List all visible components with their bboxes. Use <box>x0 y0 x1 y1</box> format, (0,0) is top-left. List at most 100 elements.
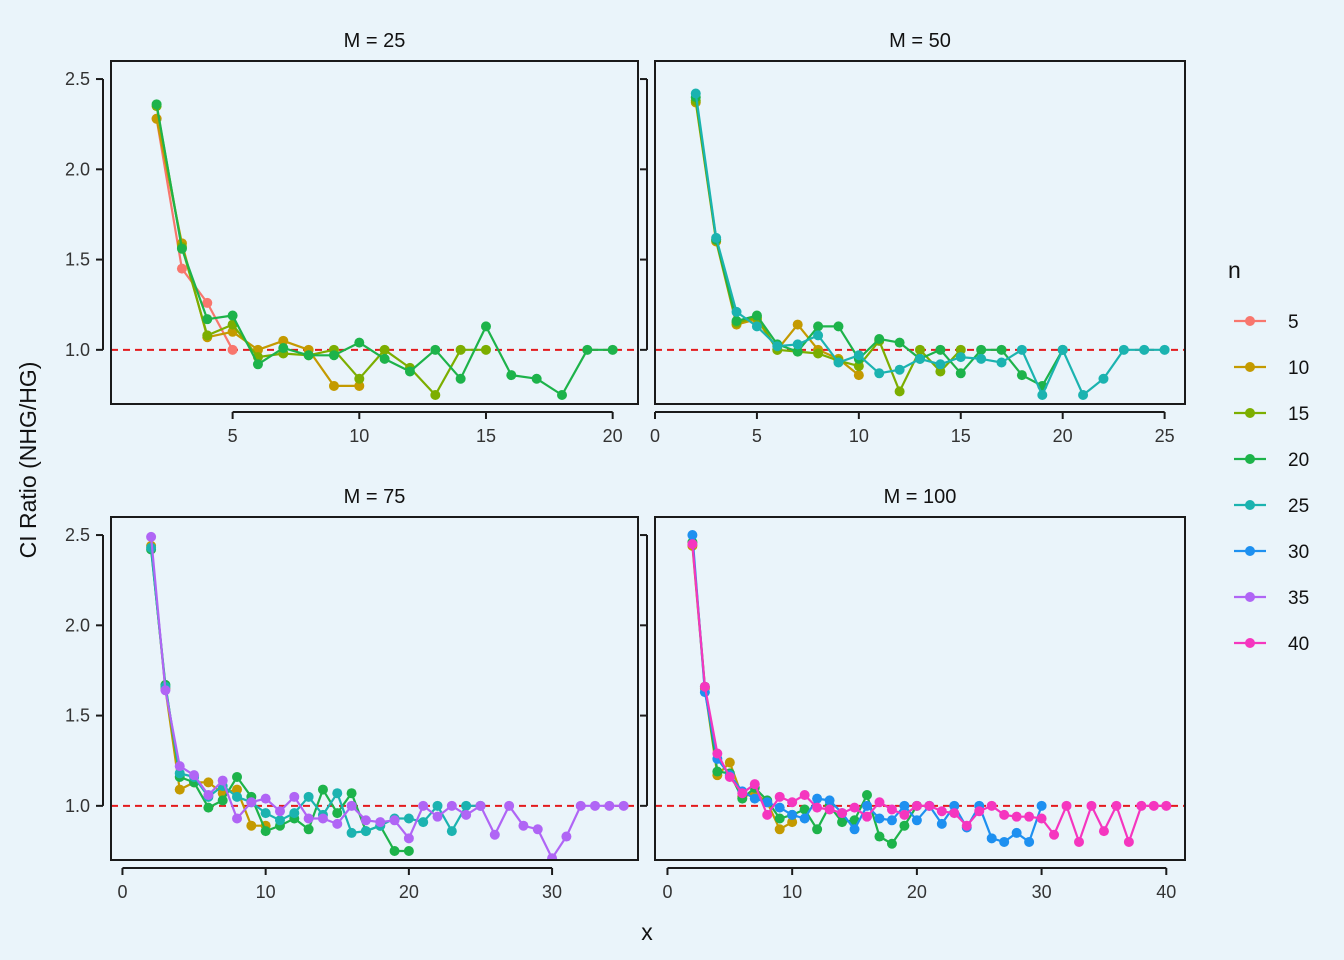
legend-marker <box>1245 546 1255 556</box>
data-point-n10 <box>724 757 735 768</box>
x-tick-label: 10 <box>849 426 869 446</box>
data-point-n10 <box>232 784 243 795</box>
data-point-n40 <box>774 791 785 802</box>
data-point-n35 <box>604 800 615 811</box>
data-point-n25 <box>1139 344 1150 355</box>
data-point-n35 <box>475 800 486 811</box>
data-point-n25 <box>711 232 722 243</box>
data-point-n20 <box>303 350 314 361</box>
x-tick-label: 20 <box>603 426 623 446</box>
data-point-n40 <box>1074 836 1084 847</box>
data-point-n35 <box>618 800 629 811</box>
data-point-n30 <box>986 833 997 844</box>
data-point-n40 <box>1024 811 1035 822</box>
data-point-n35 <box>303 813 314 824</box>
x-tick-label: 20 <box>399 882 419 902</box>
facet-panel: M = 25 1.0 1.5 2.0 2.5 5 10 15 20 <box>65 30 639 446</box>
data-point-n25 <box>833 357 844 368</box>
data-point-n15 <box>480 344 491 355</box>
data-point-n20 <box>774 813 785 824</box>
data-point-n40 <box>687 539 698 550</box>
data-point-n35 <box>446 800 457 811</box>
y-tick-label: 2.5 <box>65 69 90 89</box>
data-point-n20 <box>403 845 414 856</box>
data-point-n35 <box>575 800 586 811</box>
data-point-n40 <box>911 800 922 811</box>
data-point-n35 <box>160 685 171 696</box>
data-point-n40 <box>749 779 760 790</box>
data-point-n40 <box>812 802 823 813</box>
data-point-n40 <box>986 800 997 811</box>
data-point-n20 <box>812 824 823 835</box>
data-point-n25 <box>303 791 314 802</box>
x-tick-label: 10 <box>782 882 802 902</box>
data-point-n20 <box>430 344 441 355</box>
data-point-n20 <box>837 817 848 828</box>
data-point-n40 <box>924 800 935 811</box>
data-point-n30 <box>1011 827 1022 838</box>
data-point-n25 <box>174 768 185 779</box>
data-point-n35 <box>403 833 414 844</box>
data-point-n40 <box>899 809 910 820</box>
x-tick-label: 40 <box>1156 882 1176 902</box>
series-line-n5 <box>155 118 234 351</box>
facet-title: M = 75 <box>344 486 406 508</box>
x-tick-label: 10 <box>349 426 369 446</box>
x-tick-label: 15 <box>951 426 971 446</box>
data-point-n20 <box>455 373 466 384</box>
data-point-n35 <box>274 806 285 817</box>
x-tick-label: 10 <box>256 882 276 902</box>
data-point-n20 <box>899 820 910 831</box>
legend-marker <box>1245 454 1255 464</box>
data-point-n15 <box>935 366 946 377</box>
legend-label: 30 <box>1288 542 1309 563</box>
legend-item-n5: 5 <box>1234 312 1299 333</box>
legend-marker <box>1245 592 1255 602</box>
data-point-n35 <box>203 790 214 801</box>
data-point-n40 <box>1049 829 1060 840</box>
data-point-n35 <box>518 820 529 831</box>
data-point-n20 <box>556 389 567 400</box>
x-tick-label: 30 <box>542 882 562 902</box>
data-point-n35 <box>389 815 400 826</box>
y-tick-label: 1.0 <box>65 340 90 360</box>
data-point-n30 <box>799 813 810 824</box>
data-point-n40 <box>974 806 985 817</box>
panel-frame <box>654 60 1186 405</box>
facet-panel: M = 50 0 5 10 15 20 25 <box>640 30 1186 446</box>
data-point-n10 <box>328 380 339 391</box>
data-point-n15 <box>379 344 390 355</box>
data-point-n20 <box>203 802 214 813</box>
data-point-n15 <box>915 344 925 355</box>
data-point-n35 <box>346 800 357 811</box>
data-point-n20 <box>874 831 885 842</box>
data-point-n20 <box>894 337 905 348</box>
y-tick-label: 1.5 <box>65 250 90 270</box>
data-point-n30 <box>1036 800 1047 811</box>
data-point-n20 <box>1016 370 1027 381</box>
data-point-n30 <box>911 815 922 826</box>
data-point-n20 <box>151 99 162 110</box>
data-point-n30 <box>886 815 897 826</box>
data-point-n25 <box>853 350 864 361</box>
x-tick-label: 5 <box>228 426 238 446</box>
data-point-n30 <box>774 802 785 813</box>
legend-label: 5 <box>1288 312 1299 333</box>
data-point-n40 <box>737 788 748 799</box>
x-tick-label: 15 <box>476 426 496 446</box>
data-point-n40 <box>712 748 723 759</box>
y-tick-label: 1.5 <box>65 706 90 726</box>
data-point-n35 <box>174 761 185 772</box>
data-point-n10 <box>203 777 214 788</box>
data-point-n25 <box>874 368 885 379</box>
legend-marker <box>1245 638 1255 648</box>
data-point-n25 <box>1078 389 1089 400</box>
legend-label: 20 <box>1288 450 1309 471</box>
data-point-n25 <box>731 306 742 317</box>
data-point-n20 <box>346 788 357 799</box>
data-point-n15 <box>813 348 824 359</box>
panel-frame <box>110 516 639 861</box>
data-point-n30 <box>862 800 872 811</box>
data-point-n10 <box>174 784 185 795</box>
legend-item-n25: 25 <box>1234 496 1309 517</box>
